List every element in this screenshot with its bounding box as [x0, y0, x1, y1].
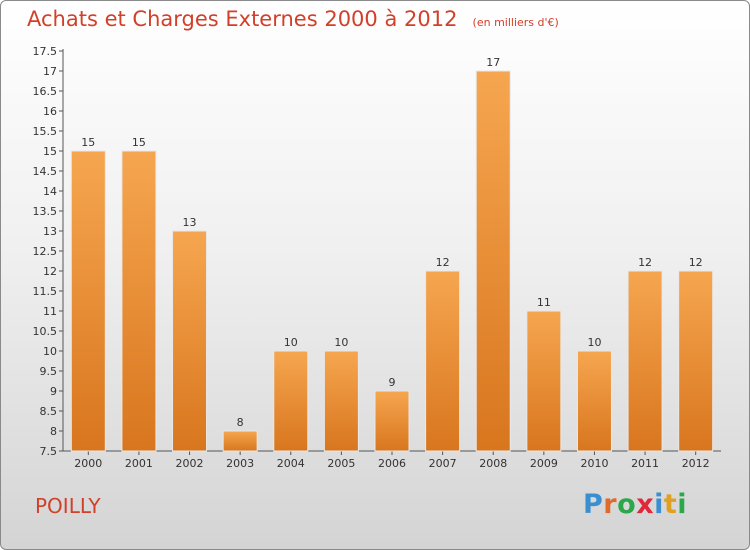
y-tick-label: 13 [43, 225, 57, 238]
x-tick-label-2005: 2005 [327, 457, 355, 470]
value-label-2003: 8 [237, 416, 244, 429]
chart-axes: 7.5 8 8.5 9 9.5 10 10.5 11 11.5 12 12.5 13 13.5 14 14.… [33, 45, 721, 458]
logo-letter: P [583, 489, 604, 520]
bar-2007 [425, 270, 461, 452]
logo-letter: r [603, 489, 618, 520]
x-tick-label-2001: 2001 [125, 457, 153, 470]
bar-2010 [576, 350, 612, 452]
y-tick-label: 13.5 [33, 205, 58, 218]
y-tick-label: 10.5 [33, 325, 58, 338]
y-tick-label: 11.5 [33, 285, 58, 298]
y-tick-label: 7.5 [40, 445, 58, 458]
x-tick-label-2010: 2010 [580, 457, 608, 470]
y-tick-label: 9 [50, 385, 57, 398]
x-tick-label-2000: 2000 [74, 457, 102, 470]
y-tick-label: 9.5 [40, 365, 58, 378]
x-tick-label-2011: 2011 [631, 457, 659, 470]
y-tick-label: 17 [43, 65, 57, 78]
logo-letter: i [654, 489, 664, 520]
value-label-2010: 10 [587, 336, 601, 349]
chart-title: Achats et Charges Externes 2000 à 2012 [27, 7, 458, 31]
value-label-2009: 11 [537, 296, 551, 309]
value-label-2012: 12 [689, 256, 703, 269]
y-tick-label: 17.5 [33, 45, 58, 58]
proxiti-logo[interactable]: Proxiti [583, 489, 687, 520]
chart-unit: (en milliers d'€) [472, 16, 559, 29]
x-tick-label-2002: 2002 [176, 457, 204, 470]
y-tick-label: 15.5 [33, 125, 58, 138]
value-label-2008: 17 [486, 56, 500, 69]
bar-2001 [121, 150, 157, 452]
x-tick-label-2009: 2009 [530, 457, 558, 470]
commune-name: POILLY [35, 494, 101, 518]
chart-title-block: Achats et Charges Externes 2000 à 2012 (… [27, 7, 559, 31]
logo-letter: o [617, 489, 637, 520]
logo-letter: t [663, 489, 678, 520]
y-tick-label: 14 [43, 185, 57, 198]
y-tick-label: 14.5 [33, 165, 58, 178]
chart-bars [70, 70, 714, 452]
value-label-2005: 10 [334, 336, 348, 349]
x-tick-label-2003: 2003 [226, 457, 254, 470]
chart-labels: 15 2000 15 2001 13 2002 8 2003 10 2004 10 2005 9 2006… [74, 56, 709, 470]
y-tick-label: 16 [43, 105, 57, 118]
y-tick-label: 8 [50, 425, 57, 438]
bar-2008 [475, 70, 511, 452]
value-label-2007: 12 [436, 256, 450, 269]
value-label-2004: 10 [284, 336, 298, 349]
y-tick-label: 16.5 [33, 85, 58, 98]
bar-2003 [222, 430, 258, 452]
bar-2011 [627, 270, 663, 452]
bar-2009 [526, 310, 562, 452]
logo-letter: i [677, 489, 688, 520]
value-label-2011: 12 [638, 256, 652, 269]
bar-2004 [273, 350, 309, 452]
bar-2012 [678, 270, 714, 452]
x-tick-label-2007: 2007 [429, 457, 457, 470]
x-tick-label-2004: 2004 [277, 457, 305, 470]
value-label-2002: 13 [183, 216, 197, 229]
bar-2005 [323, 350, 359, 452]
y-tick-label: 11 [43, 305, 57, 318]
logo-letter: x [636, 489, 655, 520]
x-tick-label-2008: 2008 [479, 457, 507, 470]
bar-2006 [374, 390, 410, 452]
y-tick-label: 15 [43, 145, 57, 158]
x-tick-label-2006: 2006 [378, 457, 406, 470]
value-label-2006: 9 [389, 376, 396, 389]
y-tick-label: 12.5 [33, 245, 58, 258]
bar-2002 [172, 230, 208, 452]
x-tick-label-2012: 2012 [682, 457, 710, 470]
bar-2000 [70, 150, 106, 452]
value-label-2001: 15 [132, 136, 146, 149]
y-tick-label: 12 [43, 265, 57, 278]
value-label-2000: 15 [81, 136, 95, 149]
y-tick-label: 8.5 [40, 405, 58, 418]
y-tick-label: 10 [43, 345, 57, 358]
